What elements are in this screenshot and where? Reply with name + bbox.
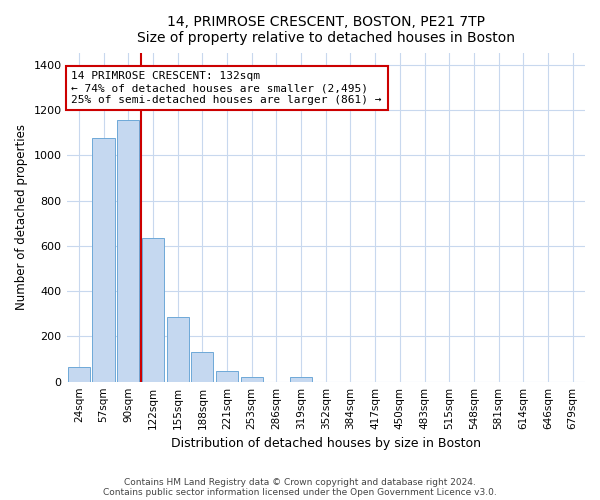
Text: Contains HM Land Registry data © Crown copyright and database right 2024.
Contai: Contains HM Land Registry data © Crown c… xyxy=(103,478,497,497)
X-axis label: Distribution of detached houses by size in Boston: Distribution of detached houses by size … xyxy=(171,437,481,450)
Text: 14 PRIMROSE CRESCENT: 132sqm
← 74% of detached houses are smaller (2,495)
25% of: 14 PRIMROSE CRESCENT: 132sqm ← 74% of de… xyxy=(71,72,382,104)
Bar xyxy=(142,238,164,382)
Bar xyxy=(290,377,312,382)
Bar xyxy=(68,367,90,382)
Title: 14, PRIMROSE CRESCENT, BOSTON, PE21 7TP
Size of property relative to detached ho: 14, PRIMROSE CRESCENT, BOSTON, PE21 7TP … xyxy=(137,15,515,45)
Bar xyxy=(92,138,115,382)
Bar xyxy=(191,352,214,382)
Bar xyxy=(117,120,139,382)
Bar xyxy=(167,317,189,382)
Bar xyxy=(216,372,238,382)
Y-axis label: Number of detached properties: Number of detached properties xyxy=(15,124,28,310)
Bar xyxy=(241,377,263,382)
